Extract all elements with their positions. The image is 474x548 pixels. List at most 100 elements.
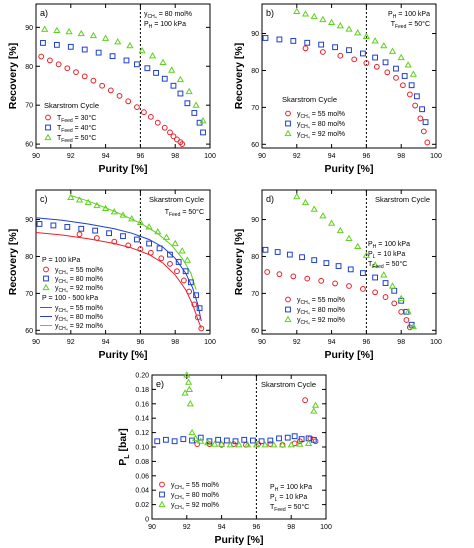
y-axis-label-base: Recovery [%]: [7, 229, 19, 296]
series-2: [41, 25, 207, 124]
legend-entry-rest: = 55 mol%: [310, 111, 345, 118]
annotation-base: P: [270, 494, 275, 501]
chart-panel-b: 90 92 94 96 98 100 60 70 80 90 Purity [%] Recovery …: [233, 3, 442, 175]
legend-entry: yCH₄ = 80 mol%: [55, 314, 103, 323]
legend-marker: [43, 275, 49, 282]
data-point: [181, 277, 187, 284]
data-point: [262, 246, 269, 253]
data-point: [244, 441, 252, 448]
data-point: [134, 236, 140, 243]
data-point: [185, 87, 193, 95]
data-point: [136, 218, 145, 226]
data-point: [106, 230, 112, 237]
data-point: [296, 440, 304, 447]
panel-letter: c): [40, 194, 48, 204]
data-point: [345, 234, 353, 241]
data-point: [55, 61, 62, 68]
x-tick-label: 100: [430, 153, 442, 160]
data-point: [286, 251, 293, 258]
data-point: [336, 226, 344, 234]
data-point: [360, 286, 366, 292]
chart-panel-c: 90 92 94 96 98 100 60 70 80 90 Purity [%] Recovery …: [7, 189, 216, 361]
data-point: [168, 66, 176, 73]
legend-entry-base: y: [297, 307, 301, 314]
data-point: [261, 441, 269, 448]
data-point: [174, 136, 180, 143]
legend-entry-rest: = 55 mol%: [310, 297, 345, 304]
data-point: [177, 90, 184, 97]
legend-entry-rest: = 92 mol%: [184, 502, 219, 509]
y-tick-label: 0.02: [135, 502, 149, 509]
legend-entry-sub: CH₄: [175, 505, 184, 511]
data-point: [53, 26, 61, 34]
legend-marker: [158, 500, 166, 508]
data-point: [397, 294, 405, 302]
legend-entry-rest: = 80 mol%: [68, 276, 103, 283]
annotation-title: Skarstrom Cycle: [375, 195, 430, 204]
data-point: [111, 238, 118, 245]
data-point: [302, 45, 309, 52]
legend-title: Skarstrom Cycle: [44, 101, 99, 110]
data-point: [191, 434, 200, 441]
data-point: [134, 104, 140, 111]
legend-entry-sub: CH₄: [59, 317, 68, 323]
y-tick-label: 0.20: [135, 373, 149, 380]
data-point: [351, 56, 358, 63]
data-point: [241, 436, 248, 443]
data-point: [420, 128, 427, 135]
series-0: [76, 231, 205, 332]
legend-entry-base: y: [55, 305, 59, 312]
data-point: [192, 101, 200, 108]
data-point: [170, 133, 177, 140]
data-point: [407, 91, 413, 98]
legend-title: Skarstrom Cycle: [282, 95, 337, 104]
y-axis-label-base: P: [117, 459, 129, 466]
legend-entry: yCH₄ = 55 mol%: [297, 297, 345, 306]
annotation-base: T: [165, 209, 170, 216]
annotation-rest: = 80 mol%: [157, 11, 192, 18]
data-point: [128, 215, 136, 222]
legend-entry-rest: = 80 mol%: [68, 314, 103, 321]
data-point: [360, 50, 366, 57]
data-point: [174, 268, 180, 275]
data-point: [276, 36, 283, 43]
data-point: [65, 27, 73, 35]
legend-entry: yCH₄ = 80 mol%: [297, 307, 345, 316]
annotation-sub: H: [149, 24, 153, 30]
data-point: [116, 92, 123, 99]
data-point: [354, 29, 362, 36]
legend-entry: TFeed = 30°C: [57, 114, 96, 124]
panel-letter: e): [156, 379, 164, 389]
x-tick-label: 96: [363, 153, 371, 160]
data-point: [362, 32, 371, 40]
legend-entry-rest: = 30°C: [73, 114, 97, 122]
x-tick-label: 90: [148, 524, 156, 531]
data-point: [319, 15, 327, 23]
data-point: [276, 435, 282, 442]
y-tick-label: 0.08: [135, 459, 149, 466]
x-tick-label: 98: [397, 339, 405, 346]
x-tick-label: 94: [328, 339, 336, 346]
data-point: [90, 77, 97, 84]
data-point: [318, 277, 325, 284]
series-2: [293, 7, 418, 77]
data-point: [175, 259, 182, 265]
y-tick-label: 80: [25, 254, 33, 261]
legend-entry-sub: CH₄: [301, 320, 310, 326]
series-0: [264, 269, 413, 331]
y-axis-label: Recovery [%]: [7, 43, 19, 110]
data-point: [372, 274, 379, 281]
annotation-text: PL = 10 kPa: [270, 494, 307, 503]
data-point: [114, 37, 122, 45]
y-tick-label: 0.06: [135, 473, 149, 480]
data-point: [382, 59, 389, 66]
legend-marker: [284, 129, 292, 137]
y-tick-label: 0.12: [135, 430, 149, 437]
data-point: [137, 246, 144, 252]
y-tick-label: 90: [25, 25, 33, 32]
legend-marker: [159, 481, 165, 488]
data-point: [125, 242, 132, 249]
legend-entry-rest: = 40°C: [73, 124, 97, 132]
data-point: [180, 436, 187, 442]
data-point: [404, 308, 412, 315]
